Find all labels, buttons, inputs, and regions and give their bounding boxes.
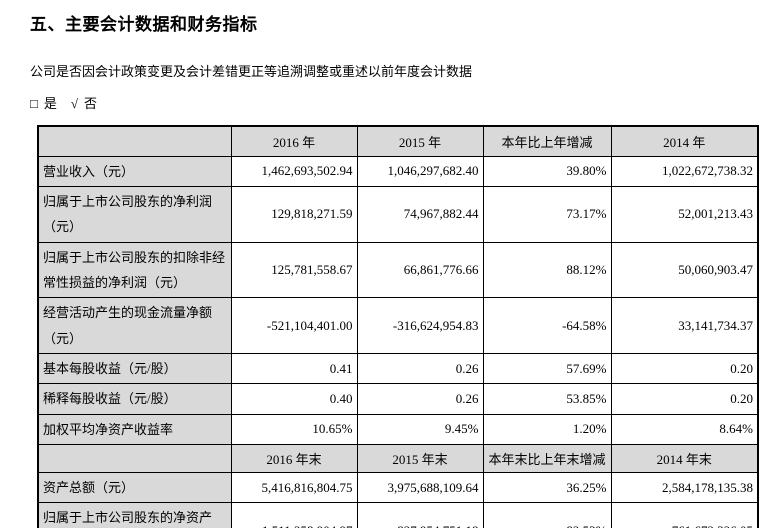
table-row-operating-cash-flow: 经营活动产生的现金流量净额（元） -521,104,401.00 -316,62… <box>37 297 759 354</box>
value-cell-2016: 1,511,258,904.97 <box>230 502 358 528</box>
value-cell-2014: 52,001,213.43 <box>610 185 759 243</box>
header-cell-2014: 2014 年 <box>610 125 759 157</box>
table-header-row-annual: 2016 年 2015 年 本年比上年增减 2014 年 <box>37 125 759 157</box>
value-cell-2016: 5,416,816,804.75 <box>230 471 358 504</box>
table-row-basic-eps: 基本每股收益（元/股） 0.41 0.26 57.69% 0.20 <box>37 352 759 385</box>
value-cell-2015: 0.26 <box>356 352 484 385</box>
no-label: 否 <box>84 96 98 111</box>
header-cell-2016: 2016 年 <box>230 125 358 157</box>
value-cell-2016: 0.40 <box>230 383 358 415</box>
value-cell-2016: 0.41 <box>230 352 358 385</box>
header-cell-2014-end: 2014 年末 <box>610 443 759 473</box>
no-checkmark-icon: √ <box>70 96 79 111</box>
row-label-cell: 归属于上市公司股东的扣除非经常性损益的净利润（元） <box>37 241 232 299</box>
value-cell-change: 73.17% <box>482 185 612 243</box>
value-cell-2014: 50,060,903.47 <box>610 241 759 299</box>
value-cell-change: 88.12% <box>482 241 612 299</box>
table-row-weighted-avg-roe: 加权平均净资产收益率 10.65% 9.45% 1.20% 8.64% <box>37 413 759 445</box>
value-cell-2015: 9.45% <box>356 413 484 445</box>
value-cell-2014: 761,672,326.05 <box>610 502 759 528</box>
value-cell-2014: 0.20 <box>610 352 759 385</box>
value-cell-2016: 125,781,558.67 <box>230 241 358 299</box>
header-cell-2016-end: 2016 年末 <box>230 443 358 473</box>
value-cell-change: 1.20% <box>482 413 612 445</box>
value-cell-2014: 0.20 <box>610 383 759 415</box>
value-cell-change: 36.25% <box>482 471 612 504</box>
row-label-cell: 经营活动产生的现金流量净额（元） <box>37 297 232 354</box>
value-cell-2015: 66,861,776.66 <box>356 241 484 299</box>
header-cell-year-end-change: 本年末比上年末增减 <box>482 443 612 473</box>
value-cell-2014: 2,584,178,135.38 <box>610 471 759 504</box>
value-cell-2015: 3,975,688,109.64 <box>356 471 484 504</box>
header-cell-yoy-change: 本年比上年增减 <box>482 125 612 157</box>
row-label-cell: 营业收入（元） <box>37 155 232 187</box>
value-cell-2014: 8.64% <box>610 413 759 445</box>
section-title: 五、主要会计数据和财务指标 <box>30 15 258 34</box>
value-cell-change: 82.53% <box>482 502 612 528</box>
header-cell-2015: 2015 年 <box>356 125 484 157</box>
financial-indicators-table: 2016 年 2015 年 本年比上年增减 2014 年 营业收入（元） 1,4… <box>37 125 759 528</box>
row-label-cell: 归属于上市公司股东的净资产（元） <box>37 502 232 528</box>
row-label-cell: 归属于上市公司股东的净利润（元） <box>37 185 232 243</box>
row-label-cell: 稀释每股收益（元/股） <box>37 383 232 415</box>
value-cell-2015: 1,046,297,682.40 <box>356 155 484 187</box>
yes-checkbox-icon: □ <box>30 96 38 111</box>
value-cell-change: 39.80% <box>482 155 612 187</box>
value-cell-2014: 33,141,734.37 <box>610 297 759 354</box>
value-cell-2015: 827,954,751.18 <box>356 502 484 528</box>
restatement-answer: □ 是 √ 否 <box>30 93 775 112</box>
table-row-net-assets: 归属于上市公司股东的净资产（元） 1,511,258,904.97 827,95… <box>37 502 759 528</box>
value-cell-change: 57.69% <box>482 352 612 385</box>
header-cell-blank <box>37 443 232 473</box>
table-row-diluted-eps: 稀释每股收益（元/股） 0.40 0.26 53.85% 0.20 <box>37 383 759 415</box>
value-cell-2016: 129,818,271.59 <box>230 185 358 243</box>
value-cell-2015: -316,624,954.83 <box>356 297 484 354</box>
value-cell-2016: 10.65% <box>230 413 358 445</box>
row-label-cell: 资产总额（元） <box>37 471 232 504</box>
value-cell-change: 53.85% <box>482 383 612 415</box>
header-cell-blank <box>37 125 232 157</box>
restatement-question: 公司是否因会计政策变更及会计差错更正等追溯调整或重述以前年度会计数据 <box>30 64 473 79</box>
table-header-row-year-end: 2016 年末 2015 年末 本年末比上年末增减 2014 年末 <box>37 443 759 473</box>
value-cell-change: -64.58% <box>482 297 612 354</box>
table-row-revenue: 营业收入（元） 1,462,693,502.94 1,046,297,682.4… <box>37 155 759 187</box>
header-cell-2015-end: 2015 年末 <box>356 443 484 473</box>
yes-label: 是 <box>43 96 57 111</box>
row-label-cell: 基本每股收益（元/股） <box>37 352 232 385</box>
table-row-total-assets: 资产总额（元） 5,416,816,804.75 3,975,688,109.6… <box>37 471 759 504</box>
value-cell-2016: 1,462,693,502.94 <box>230 155 358 187</box>
value-cell-2014: 1,022,672,738.32 <box>610 155 759 187</box>
value-cell-2015: 0.26 <box>356 383 484 415</box>
table-row-net-profit-excl-nonrecurring: 归属于上市公司股东的扣除非经常性损益的净利润（元） 125,781,558.67… <box>37 241 759 299</box>
value-cell-2016: -521,104,401.00 <box>230 297 358 354</box>
table-row-net-profit: 归属于上市公司股东的净利润（元） 129,818,271.59 74,967,8… <box>37 185 759 243</box>
row-label-cell: 加权平均净资产收益率 <box>37 413 232 445</box>
value-cell-2015: 74,967,882.44 <box>356 185 484 243</box>
